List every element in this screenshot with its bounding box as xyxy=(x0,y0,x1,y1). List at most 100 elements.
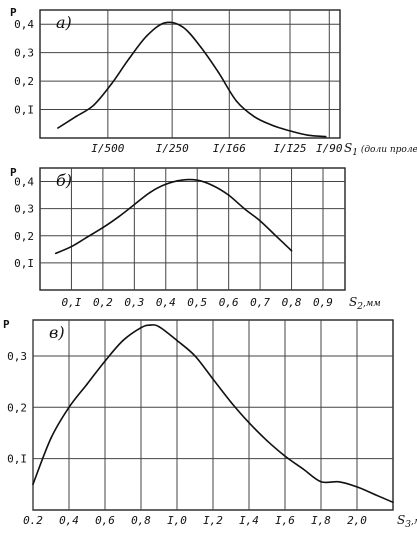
data-point xyxy=(356,486,358,488)
data-point xyxy=(117,216,120,218)
y-tick-label: 0,2 xyxy=(14,75,34,88)
data-point xyxy=(248,421,250,424)
data-point xyxy=(212,378,214,380)
chart-panel-3: 0,I 0,2 0,3 0.2 0,4 0,6 0,8 I,0 I,2 I,4 I,6 I,8 2,0 P… xyxy=(3,318,417,530)
data-point xyxy=(259,220,261,222)
data-point xyxy=(86,383,88,385)
data-point xyxy=(271,124,273,126)
data-point xyxy=(227,194,230,196)
x-axis-unit: ,мм xyxy=(363,299,381,309)
y-tick-label: 0,3 xyxy=(14,47,34,60)
data-point xyxy=(70,245,73,248)
data-point xyxy=(338,480,340,483)
y-tick-label: 0,4 xyxy=(14,18,34,31)
x-tick-label: 0,4 xyxy=(156,296,176,309)
data-point xyxy=(302,468,304,470)
x-tick-label: 0,I xyxy=(62,296,82,309)
y-tick-label: 0,2 xyxy=(14,230,34,243)
data-point xyxy=(180,179,183,181)
y-tick-label: 0,I xyxy=(14,257,34,270)
y-tick-label: 0,I xyxy=(7,453,27,466)
series-line xyxy=(57,21,326,138)
data-point xyxy=(289,130,291,132)
x-tick-label: I,8 xyxy=(311,514,331,527)
data-point xyxy=(86,236,88,238)
data-point xyxy=(266,439,268,442)
x-tick-label: 0,9 xyxy=(313,296,333,309)
plot-frame xyxy=(39,167,346,291)
data-point xyxy=(212,184,214,187)
y-tick-label: 0,I xyxy=(14,104,34,117)
x-tick-label: 0,8 xyxy=(282,296,302,309)
data-point xyxy=(50,437,52,439)
data-point xyxy=(133,203,136,206)
x-tick-label: 0,6 xyxy=(95,514,115,527)
data-point xyxy=(110,83,113,85)
y-tick-label: 0,3 xyxy=(7,350,27,363)
x-tick-label: I,2 xyxy=(203,514,223,527)
x-axis-subscript: 3 xyxy=(405,520,411,530)
data-point xyxy=(235,100,238,102)
x-tick-label: 0,8 xyxy=(131,514,151,527)
x-axis-note: (доли пролета) xyxy=(358,144,417,155)
x-tick-label: 0,6 xyxy=(219,296,239,309)
data-point xyxy=(194,355,196,357)
data-point xyxy=(68,406,70,409)
y-tick-label: 0,4 xyxy=(14,176,34,189)
x-axis-symbol: S xyxy=(397,513,405,527)
x-axis-label: S3,мм xyxy=(397,513,417,530)
data-point xyxy=(128,57,131,60)
y-axis-label: P xyxy=(3,318,10,331)
x-axis-subscript: 2 xyxy=(356,302,363,312)
x-axis-subscript: 1 xyxy=(352,148,358,158)
data-point xyxy=(158,325,160,328)
data-point xyxy=(32,483,34,486)
data-point xyxy=(140,326,142,329)
data-point xyxy=(54,252,57,255)
series-line xyxy=(55,178,293,255)
chart-panel-1: 0,I 0,2 0,3 0,4 I/500 I/250 I/I66 I/I25 I/90 Pa) S… xyxy=(10,6,417,158)
data-point xyxy=(104,360,106,362)
data-point xyxy=(102,226,104,229)
x-tick-label: 0,4 xyxy=(59,514,79,527)
x-tick-label: I/I25 xyxy=(273,142,306,155)
x-tick-label: I,0 xyxy=(167,514,187,527)
data-point xyxy=(122,339,124,342)
data-point xyxy=(275,234,277,237)
data-point xyxy=(164,22,166,24)
data-point xyxy=(164,183,167,186)
data-point xyxy=(199,46,202,48)
data-point xyxy=(92,104,95,107)
data-point xyxy=(284,455,286,457)
x-tick-label: 0.2 xyxy=(23,514,43,527)
data-point xyxy=(196,179,199,181)
data-point xyxy=(253,115,256,118)
data-point xyxy=(290,249,293,252)
y-axis-label: P xyxy=(10,166,17,179)
x-tick-label: I/250 xyxy=(156,142,189,155)
y-tick-label: 0,3 xyxy=(14,203,34,216)
data-point xyxy=(57,127,59,129)
x-tick-label: 0,7 xyxy=(250,296,270,309)
x-tick-label: 0,3 xyxy=(124,296,144,309)
x-tick-label: I,6 xyxy=(275,514,295,527)
data-point xyxy=(182,26,184,28)
x-tick-label: 2,0 xyxy=(347,514,367,527)
x-tick-label: I/500 xyxy=(91,142,124,155)
series-line xyxy=(32,324,394,504)
x-tick-label: I/I66 xyxy=(213,142,246,155)
plot-frame xyxy=(39,9,341,139)
data-point xyxy=(243,207,246,210)
x-axis-label: S2,мм xyxy=(349,295,381,312)
panel-label: б) xyxy=(56,171,72,190)
x-tick-label: I,4 xyxy=(239,514,259,527)
chart-panel-2: 0,I 0,2 0,3 0,4 0,I 0,2 0,3 0,4 0,5 0,6 0,7 0,8 0,9 P… xyxy=(10,166,381,312)
x-tick-label: 0,2 xyxy=(93,296,113,309)
data-point xyxy=(307,134,309,136)
x-axis-symbol: S xyxy=(344,141,352,155)
data-point xyxy=(74,115,77,118)
data-point xyxy=(392,501,394,504)
data-point xyxy=(146,34,148,37)
data-point xyxy=(230,401,232,403)
